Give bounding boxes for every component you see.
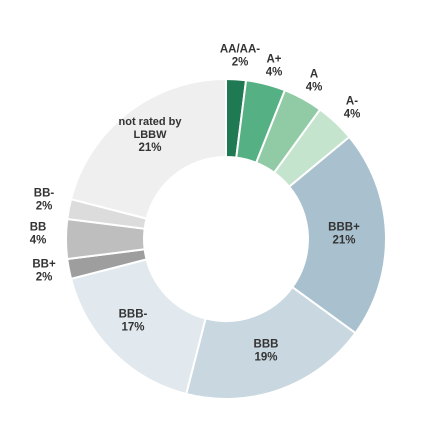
data-label-not-rated-by-lbbw: not rated by LBBW 21% — [119, 116, 183, 154]
donut-slices — [65, 77, 387, 400]
data-label-a-: A-4% — [344, 96, 361, 121]
data-label-bb-: BB+ 2% — [32, 259, 56, 284]
data-label-a-: A+ 4% — [266, 54, 283, 79]
data-label-bbb-: BBB+ 21% — [328, 222, 360, 247]
data-label-bbb-: BBB-17% — [119, 309, 148, 334]
donut-labels: AA/AA-2% A+ 4% A 4% A-4% BBB+ 21% BBB 19% BBB-17% B… — [30, 44, 361, 364]
data-label-aa-aa-: AA/AA-2% — [220, 44, 260, 69]
data-label-bb: BB 4% — [30, 222, 47, 247]
data-label-bb-: BB-2% — [34, 188, 55, 213]
slice-bbb- — [287, 135, 387, 335]
slice-bbb- — [69, 258, 207, 396]
slice-not-rated-by-lbbw — [69, 77, 227, 220]
slice-bbb — [184, 285, 357, 400]
data-label-a: A 4% — [306, 69, 323, 94]
data-label-bbb: BBB 19% — [254, 339, 279, 364]
